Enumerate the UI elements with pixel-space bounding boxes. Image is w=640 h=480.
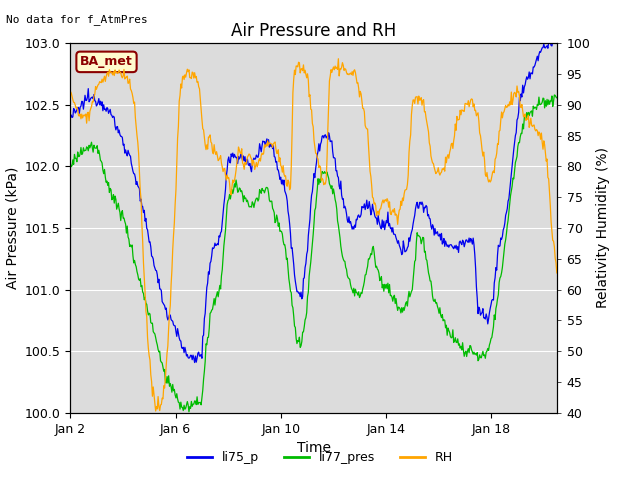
Text: No data for f_AtmPres: No data for f_AtmPres (6, 14, 148, 25)
Y-axis label: Relativity Humidity (%): Relativity Humidity (%) (596, 147, 610, 309)
Text: BA_met: BA_met (80, 55, 133, 68)
Y-axis label: Air Pressure (kPa): Air Pressure (kPa) (5, 167, 19, 289)
X-axis label: Time: Time (296, 441, 331, 455)
Title: Air Pressure and RH: Air Pressure and RH (231, 22, 396, 40)
Legend: li75_p, li77_pres, RH: li75_p, li77_pres, RH (182, 446, 458, 469)
